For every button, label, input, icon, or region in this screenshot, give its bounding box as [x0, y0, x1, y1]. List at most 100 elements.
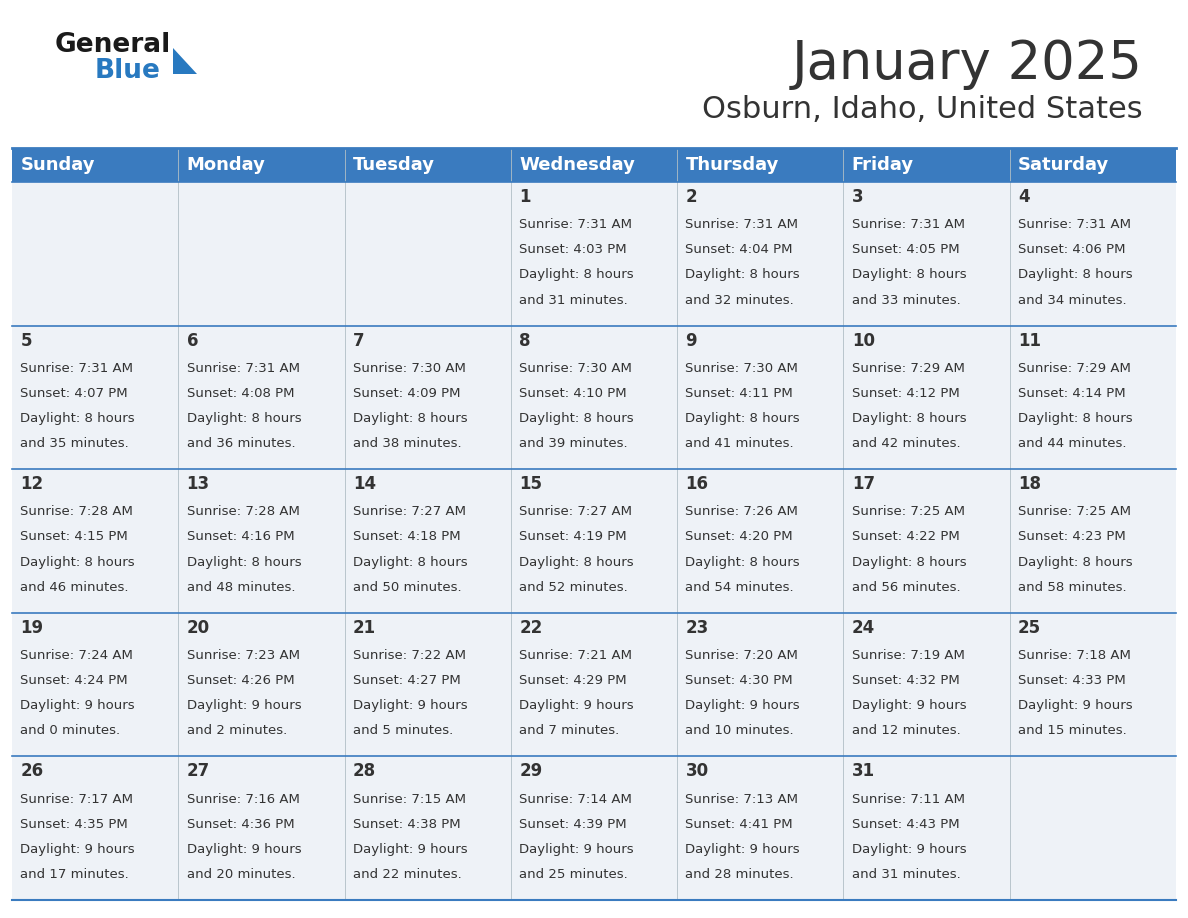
Text: and 42 minutes.: and 42 minutes. [852, 437, 960, 450]
Text: Sunrise: 7:30 AM: Sunrise: 7:30 AM [353, 362, 466, 375]
Text: 23: 23 [685, 619, 709, 637]
Text: Sunset: 4:29 PM: Sunset: 4:29 PM [519, 674, 627, 687]
Text: Daylight: 9 hours: Daylight: 9 hours [20, 700, 135, 712]
Text: Sunrise: 7:31 AM: Sunrise: 7:31 AM [519, 218, 632, 231]
Text: Sunset: 4:41 PM: Sunset: 4:41 PM [685, 818, 794, 831]
Text: Daylight: 9 hours: Daylight: 9 hours [187, 700, 302, 712]
Text: Daylight: 8 hours: Daylight: 8 hours [685, 555, 800, 568]
Text: 13: 13 [187, 476, 210, 493]
Text: and 38 minutes.: and 38 minutes. [353, 437, 461, 450]
Text: Tuesday: Tuesday [353, 156, 435, 174]
Text: Daylight: 8 hours: Daylight: 8 hours [519, 555, 633, 568]
Text: and 15 minutes.: and 15 minutes. [1018, 724, 1126, 737]
Text: Daylight: 8 hours: Daylight: 8 hours [1018, 268, 1132, 282]
Text: Osburn, Idaho, United States: Osburn, Idaho, United States [702, 95, 1143, 124]
Text: Daylight: 9 hours: Daylight: 9 hours [852, 843, 966, 856]
Text: 16: 16 [685, 476, 708, 493]
Text: Daylight: 8 hours: Daylight: 8 hours [20, 555, 135, 568]
Text: and 5 minutes.: and 5 minutes. [353, 724, 453, 737]
Text: Sunrise: 7:20 AM: Sunrise: 7:20 AM [685, 649, 798, 662]
Text: 14: 14 [353, 476, 377, 493]
Text: Sunset: 4:22 PM: Sunset: 4:22 PM [852, 531, 960, 543]
Text: and 54 minutes.: and 54 minutes. [685, 581, 794, 594]
Text: Sunset: 4:43 PM: Sunset: 4:43 PM [852, 818, 960, 831]
Text: Sunset: 4:19 PM: Sunset: 4:19 PM [519, 531, 627, 543]
Text: 10: 10 [852, 331, 874, 350]
Text: 17: 17 [852, 476, 874, 493]
Bar [12, 613, 1176, 756]
Bar [12, 182, 1176, 326]
Text: Sunrise: 7:11 AM: Sunrise: 7:11 AM [852, 792, 965, 806]
Text: Daylight: 8 hours: Daylight: 8 hours [519, 268, 633, 282]
Text: Sunset: 4:10 PM: Sunset: 4:10 PM [519, 386, 627, 400]
Text: Sunset: 4:05 PM: Sunset: 4:05 PM [852, 243, 960, 256]
Text: Sunday: Sunday [20, 156, 95, 174]
Text: Daylight: 8 hours: Daylight: 8 hours [187, 412, 302, 425]
Text: Sunset: 4:38 PM: Sunset: 4:38 PM [353, 818, 461, 831]
Text: 1: 1 [519, 188, 531, 206]
Text: and 25 minutes.: and 25 minutes. [519, 868, 628, 881]
Text: Daylight: 8 hours: Daylight: 8 hours [187, 555, 302, 568]
Text: and 7 minutes.: and 7 minutes. [519, 724, 619, 737]
Bar [12, 469, 1176, 613]
Text: and 39 minutes.: and 39 minutes. [519, 437, 627, 450]
Text: 29: 29 [519, 763, 543, 780]
Text: Sunrise: 7:29 AM: Sunrise: 7:29 AM [852, 362, 965, 375]
Text: and 50 minutes.: and 50 minutes. [353, 581, 461, 594]
Text: Sunset: 4:07 PM: Sunset: 4:07 PM [20, 386, 128, 400]
Text: Sunrise: 7:29 AM: Sunrise: 7:29 AM [1018, 362, 1131, 375]
Text: and 46 minutes.: and 46 minutes. [20, 581, 128, 594]
Text: 28: 28 [353, 763, 377, 780]
Text: Sunrise: 7:26 AM: Sunrise: 7:26 AM [685, 505, 798, 519]
Text: Sunrise: 7:31 AM: Sunrise: 7:31 AM [187, 362, 299, 375]
Text: Daylight: 9 hours: Daylight: 9 hours [852, 700, 966, 712]
Text: Sunset: 4:39 PM: Sunset: 4:39 PM [519, 818, 627, 831]
Text: 21: 21 [353, 619, 377, 637]
Text: Sunset: 4:33 PM: Sunset: 4:33 PM [1018, 674, 1126, 687]
Text: Sunset: 4:04 PM: Sunset: 4:04 PM [685, 243, 792, 256]
Text: 15: 15 [519, 476, 542, 493]
Text: 26: 26 [20, 763, 44, 780]
Text: Sunrise: 7:28 AM: Sunrise: 7:28 AM [20, 505, 133, 519]
Text: Sunrise: 7:13 AM: Sunrise: 7:13 AM [685, 792, 798, 806]
Text: Daylight: 8 hours: Daylight: 8 hours [20, 412, 135, 425]
Text: Daylight: 8 hours: Daylight: 8 hours [685, 412, 800, 425]
Text: 6: 6 [187, 331, 198, 350]
Text: Sunset: 4:26 PM: Sunset: 4:26 PM [187, 674, 295, 687]
Text: Friday: Friday [852, 156, 914, 174]
Text: and 48 minutes.: and 48 minutes. [187, 581, 295, 594]
Text: and 22 minutes.: and 22 minutes. [353, 868, 462, 881]
Text: Daylight: 8 hours: Daylight: 8 hours [852, 412, 966, 425]
Text: Sunset: 4:36 PM: Sunset: 4:36 PM [187, 818, 295, 831]
Text: and 52 minutes.: and 52 minutes. [519, 581, 628, 594]
Text: Sunset: 4:14 PM: Sunset: 4:14 PM [1018, 386, 1126, 400]
Text: Sunrise: 7:27 AM: Sunrise: 7:27 AM [353, 505, 466, 519]
Text: Sunrise: 7:23 AM: Sunrise: 7:23 AM [187, 649, 299, 662]
Text: Sunset: 4:11 PM: Sunset: 4:11 PM [685, 386, 794, 400]
Text: Sunset: 4:20 PM: Sunset: 4:20 PM [685, 531, 794, 543]
Text: Daylight: 9 hours: Daylight: 9 hours [353, 843, 468, 856]
Text: 19: 19 [20, 619, 44, 637]
Text: Sunrise: 7:14 AM: Sunrise: 7:14 AM [519, 792, 632, 806]
Text: 9: 9 [685, 331, 697, 350]
Text: Sunset: 4:15 PM: Sunset: 4:15 PM [20, 531, 128, 543]
Text: Daylight: 8 hours: Daylight: 8 hours [353, 555, 468, 568]
Text: and 58 minutes.: and 58 minutes. [1018, 581, 1126, 594]
Text: Sunrise: 7:31 AM: Sunrise: 7:31 AM [685, 218, 798, 231]
Text: 12: 12 [20, 476, 44, 493]
Text: Sunrise: 7:28 AM: Sunrise: 7:28 AM [187, 505, 299, 519]
Text: Sunrise: 7:31 AM: Sunrise: 7:31 AM [1018, 218, 1131, 231]
Text: Sunset: 4:18 PM: Sunset: 4:18 PM [353, 531, 461, 543]
Text: Blue: Blue [95, 58, 160, 84]
Bar [12, 756, 1176, 900]
Text: Daylight: 8 hours: Daylight: 8 hours [519, 412, 633, 425]
Text: Sunrise: 7:30 AM: Sunrise: 7:30 AM [685, 362, 798, 375]
Text: Daylight: 9 hours: Daylight: 9 hours [20, 843, 135, 856]
Text: Sunrise: 7:19 AM: Sunrise: 7:19 AM [852, 649, 965, 662]
Bar [12, 326, 1176, 469]
Text: and 35 minutes.: and 35 minutes. [20, 437, 129, 450]
Text: Sunset: 4:12 PM: Sunset: 4:12 PM [852, 386, 960, 400]
Text: Daylight: 9 hours: Daylight: 9 hours [1018, 700, 1132, 712]
Text: Sunset: 4:23 PM: Sunset: 4:23 PM [1018, 531, 1126, 543]
Text: and 31 minutes.: and 31 minutes. [519, 294, 628, 307]
